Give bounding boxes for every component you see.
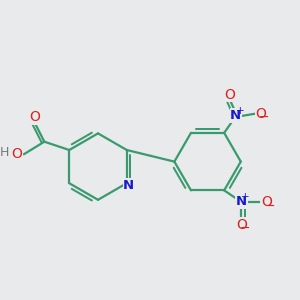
Text: +: + (236, 106, 244, 116)
Text: O: O (261, 195, 272, 209)
Text: O: O (255, 106, 266, 121)
Text: N: N (236, 196, 247, 208)
Text: O: O (224, 88, 235, 102)
Text: O: O (236, 218, 247, 232)
Text: −: − (259, 111, 270, 124)
Text: N: N (123, 179, 134, 192)
Text: N: N (230, 109, 242, 122)
Text: −: − (240, 222, 251, 235)
Text: +: + (242, 192, 250, 202)
Text: H: H (0, 146, 10, 160)
Text: −: − (265, 200, 275, 212)
Text: O: O (11, 147, 22, 161)
Text: O: O (30, 110, 40, 124)
